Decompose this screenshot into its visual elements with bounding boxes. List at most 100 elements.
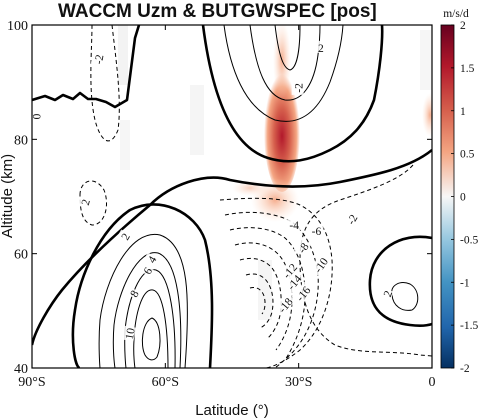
easterly-contour-m2	[299, 164, 432, 357]
contour-label-text: -6	[312, 226, 322, 238]
easterly-contour-m16	[249, 287, 266, 315]
contour-label-text: 6	[142, 266, 155, 277]
gw-drag-field	[232, 25, 432, 222]
contour-label: 2	[77, 196, 93, 208]
colorbar-tick-label: 2	[460, 20, 466, 32]
colorbar-tick-label: -1.5	[460, 320, 478, 332]
zero-contour-westerly-jet	[71, 203, 214, 368]
westerly-contour-4	[112, 252, 182, 368]
right-cell-contour-2	[391, 282, 419, 311]
contour-label-text: 10	[124, 327, 138, 341]
contour-label-text: 4	[146, 254, 159, 265]
contour-label: 10	[121, 325, 138, 342]
y-tick-label: 80	[14, 133, 28, 148]
contour-label-bg	[287, 218, 302, 231]
colorbar-tick-label: 0	[460, 192, 466, 204]
contour-label-text: 2	[80, 198, 93, 207]
contour-label: -2	[90, 51, 107, 68]
y-tick-label: 60	[14, 248, 28, 263]
easterly-contour-m14	[245, 273, 274, 329]
contour-label-bg	[291, 80, 304, 95]
contour-label: -6	[309, 223, 324, 238]
contour-label-bg	[121, 325, 136, 342]
contour-label: -8	[293, 238, 312, 257]
easterly-contour-m4	[219, 197, 333, 368]
colorbar-tick-label: 1.5	[460, 63, 475, 75]
contour-label: -2	[342, 209, 361, 228]
y-axis: 40 60 80 100	[7, 19, 432, 377]
contour-label-bg	[282, 270, 305, 294]
westerly-contour-8	[133, 289, 169, 368]
x-tick-label: 90°S	[18, 375, 45, 390]
zero-contour-middle	[32, 148, 432, 346]
x-axis: 90°S 60°S 30°S 0	[18, 25, 436, 390]
contour-label-text: 2	[382, 289, 395, 299]
easterly-contour-small	[79, 180, 107, 226]
westerly-contour-2	[98, 233, 188, 368]
contour-label-text: 8	[128, 288, 141, 299]
zero-contours	[32, 25, 432, 368]
x-tick-label: 30°S	[285, 375, 312, 390]
x-tick-label: 60°S	[152, 375, 179, 390]
colorbar-tick-label: -2	[460, 363, 470, 375]
y-tick-label: 40	[14, 362, 28, 377]
easterly-contour-m10	[234, 242, 293, 351]
contour-label-bg	[291, 281, 314, 305]
contour-label-bg	[379, 287, 394, 300]
easterly-contour-m8	[229, 227, 306, 361]
y-axis-label: Altitude (km)	[0, 154, 16, 238]
contour-label-bg	[293, 238, 312, 257]
contour-label: -4	[287, 218, 302, 232]
contour-label-bg	[316, 40, 325, 53]
zero-contour-upper-jet	[201, 25, 384, 163]
contour-label-bg	[309, 252, 331, 277]
contour-label-bg	[90, 51, 105, 68]
colorbar: m/s/d 2 1.5 1 0.5 0 -0.5 -1 -1.5 -2	[440, 8, 478, 375]
gw-drag-edge	[422, 93, 432, 137]
contour-label-text: -2	[93, 53, 107, 65]
westerly-contour-6	[124, 269, 176, 368]
westerly-contours	[98, 233, 188, 368]
colorbar-tick-label: -0.5	[460, 234, 478, 246]
colorbar-tick-label: -1	[460, 277, 470, 289]
contour-label: 2	[316, 40, 325, 55]
contour-label: 8	[126, 286, 142, 300]
westerly-contour-10	[141, 317, 161, 361]
contour-label-text: 2	[318, 43, 324, 55]
zero-contour-right-cell	[368, 235, 432, 327]
upper-contour-a	[223, 25, 344, 122]
colorbar-tick-label: 0.5	[460, 149, 475, 161]
x-axis-label: Latitude (°)	[195, 402, 269, 419]
colorbar-unit: m/s/d	[443, 8, 469, 20]
x-tick-label: 0	[429, 375, 436, 390]
contour-label-text: -4	[289, 220, 299, 232]
contour-label-bg	[126, 286, 141, 300]
contour-label-text: -2	[294, 83, 306, 93]
contour-label-bg	[342, 209, 360, 228]
contour-label-bg	[143, 252, 159, 266]
contour-label-bg	[309, 223, 324, 236]
contour-label-bg	[277, 258, 301, 282]
colorbar-ticks: 2 1.5 1 0.5 0 -0.5 -1 -1.5 -2	[451, 20, 478, 375]
contour-label-bg	[273, 292, 296, 316]
contour-label-bg	[77, 196, 92, 208]
plot-background	[32, 25, 432, 368]
field-shading-faint	[118, 25, 432, 320]
contour-label-bg	[117, 229, 132, 243]
contour-label-text: 2	[120, 231, 133, 242]
contour-label: -2	[291, 80, 306, 95]
easterly-contour-upper	[90, 25, 120, 142]
plot-frame	[31, 24, 433, 369]
y-tick-label: 100	[7, 19, 28, 34]
contour-label: 2	[117, 229, 133, 243]
contour-label: 6	[139, 263, 155, 277]
contour-label: 4	[143, 252, 160, 266]
zero-contour-upper-left	[32, 25, 141, 109]
contour-label-bg	[139, 263, 154, 277]
colorbar-tick-label: 1	[460, 106, 466, 118]
upper-contour-c	[274, 25, 301, 71]
chart-title: WACCM Uzm & BUTGWSPEC [pos]	[58, 1, 377, 22]
